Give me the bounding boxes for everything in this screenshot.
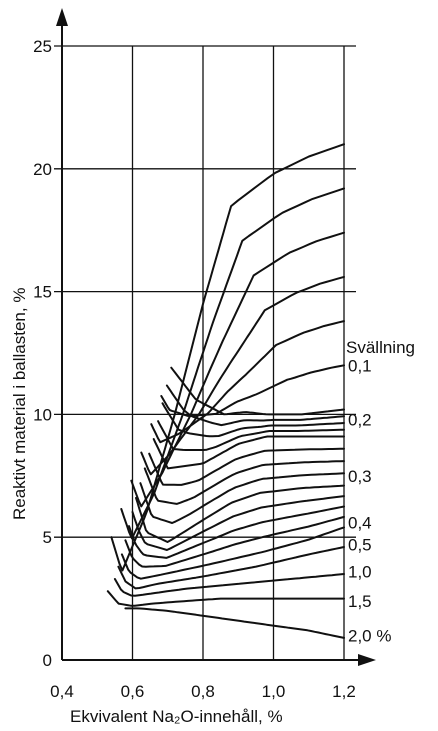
- x-axis-title: Ekvivalent Na₂O-innehåll, %: [70, 707, 283, 726]
- y-tick-label: 15: [33, 283, 52, 302]
- x-tick-labels: 0,4 0,6 0,8 1,0 1,2: [50, 682, 356, 701]
- x-tick-label: 1,0: [262, 682, 286, 701]
- swelling-curve: [152, 435, 345, 470]
- curve-value-label: 0,5: [348, 536, 372, 555]
- curve-value-label: 0,2: [348, 410, 372, 429]
- x-tick-label: 1,2: [332, 682, 356, 701]
- swelling-curve: [117, 546, 345, 590]
- curve-value-label: 0,1: [348, 356, 372, 375]
- y-tick-label: 0: [43, 651, 52, 670]
- axes: [56, 8, 376, 666]
- curve-value-label: 0,3: [348, 467, 372, 486]
- swelling-curve: [135, 484, 345, 543]
- x-axis-arrow: [358, 654, 376, 666]
- swelling-curve-interpolated: [148, 447, 345, 486]
- curve-value-label: 2,0 %: [348, 626, 391, 645]
- swelling-curve-interpolated: [165, 384, 345, 427]
- swelling-curve-interpolated: [139, 472, 345, 524]
- curve-value-label: 0,4: [348, 513, 372, 532]
- x-tick-label: 0,6: [121, 682, 145, 701]
- curve-value-label: 1,0: [348, 563, 372, 582]
- swelling-curve-interpolated: [130, 231, 345, 508]
- grid-lines: [54, 45, 356, 660]
- swelling-curve: [120, 526, 345, 580]
- x-tick-label: 0,8: [191, 682, 215, 701]
- swelling-curve-interpolated: [131, 495, 345, 551]
- y-tick-label: 20: [33, 160, 52, 179]
- swelling-curve-interpolated: [157, 420, 345, 451]
- y-axis-title: Reaktivt material i ballasten, %: [10, 288, 29, 520]
- curve-value-label: 1,5: [348, 592, 372, 611]
- curve-labels: 2,0 % 1,5 1,0 0,5 0,4 0,3 0,2 0,1: [348, 356, 391, 645]
- swelling-curve: [124, 607, 345, 639]
- swelling-curve: [113, 573, 345, 597]
- swelling-curve-interpolated: [128, 505, 345, 559]
- x-tick-label: 0,4: [50, 682, 74, 701]
- swelling-curve-interpolated: [161, 402, 345, 438]
- swelling-curve: [110, 143, 345, 572]
- y-tick-labels: 0 5 10 15 20 25: [33, 37, 52, 670]
- swelling-curve: [170, 366, 345, 416]
- y-tick-label: 5: [43, 528, 52, 547]
- y-tick-label: 25: [33, 37, 52, 56]
- swelling-curves: [106, 143, 345, 639]
- swelling-curve: [106, 590, 345, 607]
- y-axis-arrow: [56, 8, 68, 26]
- swelling-curve-interpolated: [143, 460, 345, 505]
- legend-title: Svällning: [346, 338, 415, 357]
- swelling-curve-interpolated: [124, 515, 345, 568]
- y-tick-label: 10: [33, 405, 52, 424]
